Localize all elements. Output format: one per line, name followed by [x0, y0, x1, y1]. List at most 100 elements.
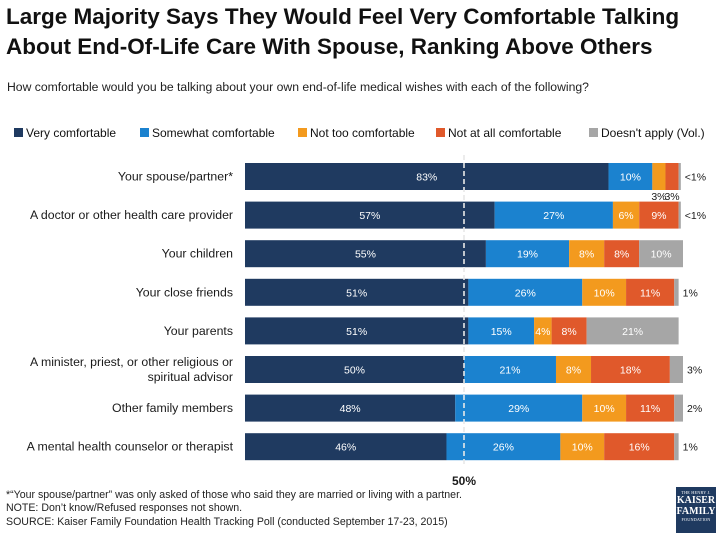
data-label: 8% — [614, 249, 629, 261]
bar-segment-very-comfortable — [245, 163, 609, 190]
data-label: 3% — [651, 191, 666, 203]
kff-logo: THE HENRY J. KAISER FAMILY FOUNDATION — [676, 487, 716, 533]
data-label: 10% — [620, 172, 641, 184]
bar-segment-doesn-t-apply-vol — [674, 394, 683, 422]
data-label: 8% — [562, 326, 577, 338]
data-label: 29% — [508, 403, 529, 415]
legend-label: Not too comfortable — [310, 126, 415, 140]
category-label-your-close-friends: Your close friends — [136, 285, 233, 299]
category-label-other-family-members: Other family members — [112, 401, 233, 415]
footnote-note: NOTE: Don’t know/Refused responses not s… — [6, 502, 243, 515]
stacked-bar-chart: Your spouse/partner* 83% 10%3%3%<1%A docto… — [27, 155, 706, 487]
data-label: 11% — [640, 287, 660, 299]
legend-label: Not at all comfortable — [448, 126, 562, 140]
legend-item-doesnt-apply: Doesn't apply (Vol.) — [589, 126, 705, 140]
category-label-your-spouse-partner: Your spouse/partner* — [118, 170, 233, 184]
legend: Very comfortable Somewhat comfortable No… — [14, 126, 714, 140]
data-label: 6% — [618, 210, 633, 222]
bar-segment-somewhat-comfortable — [468, 278, 583, 306]
bar-segment-not-too-comfortable — [555, 356, 592, 383]
bar-segment-not-too-comfortable — [569, 240, 605, 268]
bar-segment-very-comfortable — [245, 317, 469, 345]
footnote-spouse: *“Your spouse/partner” was only asked of… — [6, 489, 462, 501]
bar-segment-not-too-comfortable — [582, 394, 627, 422]
bar-segment-not-at-all-comfortable — [591, 356, 670, 383]
data-label: 8% — [579, 249, 594, 261]
bar-segment-doesn-t-apply-vol — [639, 240, 683, 268]
data-label: 48% — [340, 403, 361, 415]
bar-segment-not-too-comfortable — [612, 201, 640, 229]
bar-segment-very-comfortable — [245, 278, 469, 306]
chart-subtitle: How comfortable would you be talking abo… — [7, 80, 589, 94]
data-label: 26% — [493, 442, 514, 454]
data-label: 21% — [499, 365, 520, 377]
bar-segment-somewhat-comfortable — [446, 433, 561, 461]
category-label-a-doctor-or-other-health-care-provider: A doctor or other health care provider — [30, 208, 233, 222]
footnote-source: SOURCE: Kaiser Family Foundation Health … — [6, 515, 448, 528]
data-label: 50% — [344, 365, 365, 377]
data-label: 9% — [651, 210, 666, 222]
data-label: 51% — [346, 287, 367, 299]
data-label: 11% — [640, 403, 660, 415]
bar-segment-somewhat-comfortable — [485, 240, 570, 268]
legend-swatch — [589, 128, 598, 137]
data-label: 19% — [517, 249, 538, 261]
reference-line-label: 50% — [452, 474, 476, 487]
bar-segment-not-at-all-comfortable — [639, 201, 679, 229]
bar-segment-not-too-comfortable — [560, 433, 605, 461]
bar-segment-doesn-t-apply-vol — [678, 201, 681, 229]
legend-swatch — [14, 128, 23, 137]
data-label: 1% — [683, 442, 698, 454]
bar-segment-not-at-all-comfortable — [626, 394, 675, 422]
data-label: 57% — [359, 210, 380, 222]
category-label-a-minister-priest-or-other-religious-or-spiritual-advisor: A minister, priest, or other religious o… — [30, 355, 233, 384]
data-label: 21% — [622, 326, 643, 338]
category-label-your-parents: Your parents — [164, 324, 233, 338]
bar-segment-doesn-t-apply-vol — [586, 317, 679, 345]
bar-segment-very-comfortable — [245, 240, 486, 268]
data-label: 10% — [572, 442, 593, 454]
bar-segment-doesn-t-apply-vol — [678, 163, 681, 190]
bar-segment-somewhat-comfortable — [494, 201, 613, 229]
legend-label: Very comfortable — [26, 126, 117, 140]
logo-line: THE HENRY J. — [681, 490, 711, 495]
legend-item-somewhat-comfortable: Somewhat comfortable — [140, 126, 275, 140]
bar-segment-very-comfortable — [245, 356, 464, 383]
logo-line: FOUNDATION — [681, 517, 711, 522]
data-label: 10% — [651, 249, 672, 261]
data-label: 8% — [566, 365, 581, 377]
bar-segment-somewhat-comfortable — [468, 317, 535, 345]
bar-segment-doesn-t-apply-vol — [669, 356, 683, 383]
bar-segment-very-comfortable — [245, 201, 495, 229]
bar-segment-not-at-all-comfortable — [604, 433, 675, 461]
data-label: 2% — [687, 403, 702, 415]
data-label: 4% — [535, 326, 550, 338]
bar-segment-doesn-t-apply-vol — [674, 433, 679, 461]
data-label: 51% — [346, 326, 367, 338]
data-label: 18% — [620, 365, 641, 377]
logo-line: KAISER — [676, 495, 716, 506]
legend-label: Somewhat comfortable — [152, 126, 275, 140]
legend-swatch — [298, 128, 307, 137]
bar-segment-not-at-all-comfortable — [626, 278, 675, 306]
data-label: 15% — [491, 326, 512, 338]
data-label: 10% — [594, 287, 615, 299]
data-label: 46% — [335, 442, 356, 454]
legend-label: Doesn't apply (Vol.) — [601, 126, 705, 140]
bar-segment-not-at-all-comfortable — [665, 163, 679, 190]
legend-item-not-at-all-comfortable: Not at all comfortable — [436, 126, 561, 140]
category-label-your-children: Your children — [162, 247, 233, 261]
data-label: 3% — [687, 365, 702, 377]
data-label: 1% — [683, 287, 698, 299]
data-label: 26% — [515, 287, 536, 299]
data-label: 16% — [629, 442, 650, 454]
data-label: <1% — [685, 172, 706, 184]
bar-segment-not-too-comfortable — [582, 278, 627, 306]
bar-segment-doesn-t-apply-vol — [674, 278, 679, 306]
bar-segment-not-too-comfortable — [652, 163, 666, 190]
legend-item-not-too-comfortable: Not too comfortable — [298, 126, 415, 140]
bar-segment-not-too-comfortable — [534, 317, 552, 345]
legend-swatch — [436, 128, 445, 137]
bar-segment-somewhat-comfortable — [464, 356, 556, 383]
data-label: 10% — [594, 403, 615, 415]
